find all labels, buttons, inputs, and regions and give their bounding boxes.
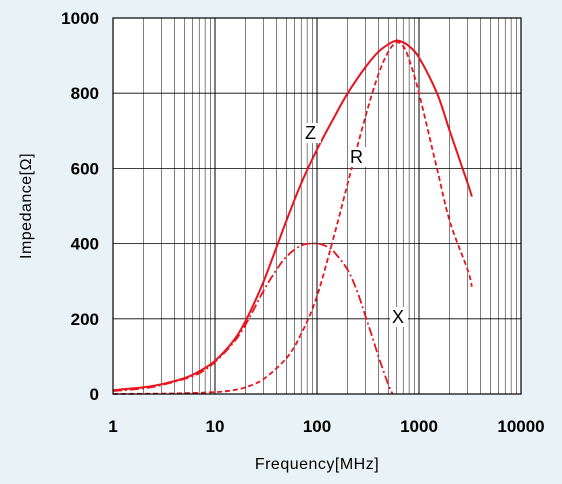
annotation-x: X [392,307,404,327]
x-tick-label: 100 [303,417,331,436]
y-tick-label: 0 [90,385,99,404]
annotation-r: R [350,147,363,167]
y-tick-label: 1000 [61,9,99,28]
series-layer [112,39,473,395]
annotation-box-z [303,123,321,143]
series-line-r [112,41,473,395]
x-tick-labels: 1 10 100 1000 10000 [108,417,544,436]
series-line-z [112,39,473,392]
annotation-box-r [348,147,366,167]
y-tick-label: 400 [71,235,99,254]
annotation-z: Z [305,123,316,143]
x-tick-label: 10000 [497,417,544,436]
y-tick-label: 600 [71,159,99,178]
annotation-box-x [390,307,408,327]
y-axis-title: Impedance[Ω] [18,153,35,259]
x-axis-title: Frequency[MHz] [255,456,379,473]
plot-border [112,17,522,395]
y-tick-label: 800 [71,84,99,103]
x-tick-label: 10 [206,417,225,436]
minor-gridlines [143,18,517,394]
x-tick-label: 1 [108,417,117,436]
series-annotations: Z R X [303,123,408,327]
x-tick-label: 1000 [400,417,438,436]
y-tick-label: 200 [71,310,99,329]
y-tick-labels: 0 200 400 600 800 1000 [61,9,99,404]
